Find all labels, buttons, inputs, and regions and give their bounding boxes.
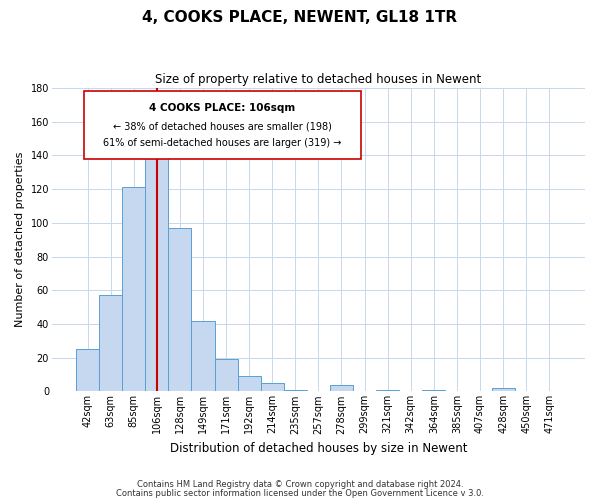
Bar <box>99 296 122 392</box>
Y-axis label: Number of detached properties: Number of detached properties <box>15 152 25 328</box>
Text: 4, COOKS PLACE, NEWENT, GL18 1TR: 4, COOKS PLACE, NEWENT, GL18 1TR <box>142 10 458 25</box>
Text: Contains public sector information licensed under the Open Government Licence v : Contains public sector information licen… <box>116 489 484 498</box>
Bar <box>376 390 399 392</box>
Text: Contains HM Land Registry data © Crown copyright and database right 2024.: Contains HM Land Registry data © Crown c… <box>137 480 463 489</box>
Text: 4 COOKS PLACE: 106sqm: 4 COOKS PLACE: 106sqm <box>149 103 296 113</box>
Bar <box>122 188 145 392</box>
FancyBboxPatch shape <box>84 91 361 160</box>
Bar <box>215 360 238 392</box>
Bar <box>238 376 261 392</box>
Text: ← 38% of detached houses are smaller (198): ← 38% of detached houses are smaller (19… <box>113 122 332 132</box>
Bar <box>261 383 284 392</box>
Bar <box>191 320 215 392</box>
Text: 61% of semi-detached houses are larger (319) →: 61% of semi-detached houses are larger (… <box>103 138 341 148</box>
Bar <box>330 384 353 392</box>
Bar <box>422 390 445 392</box>
Bar <box>491 388 515 392</box>
Bar <box>169 228 191 392</box>
Bar <box>76 350 99 392</box>
Title: Size of property relative to detached houses in Newent: Size of property relative to detached ho… <box>155 72 482 86</box>
Bar <box>284 390 307 392</box>
Bar <box>145 152 169 392</box>
X-axis label: Distribution of detached houses by size in Newent: Distribution of detached houses by size … <box>170 442 467 455</box>
